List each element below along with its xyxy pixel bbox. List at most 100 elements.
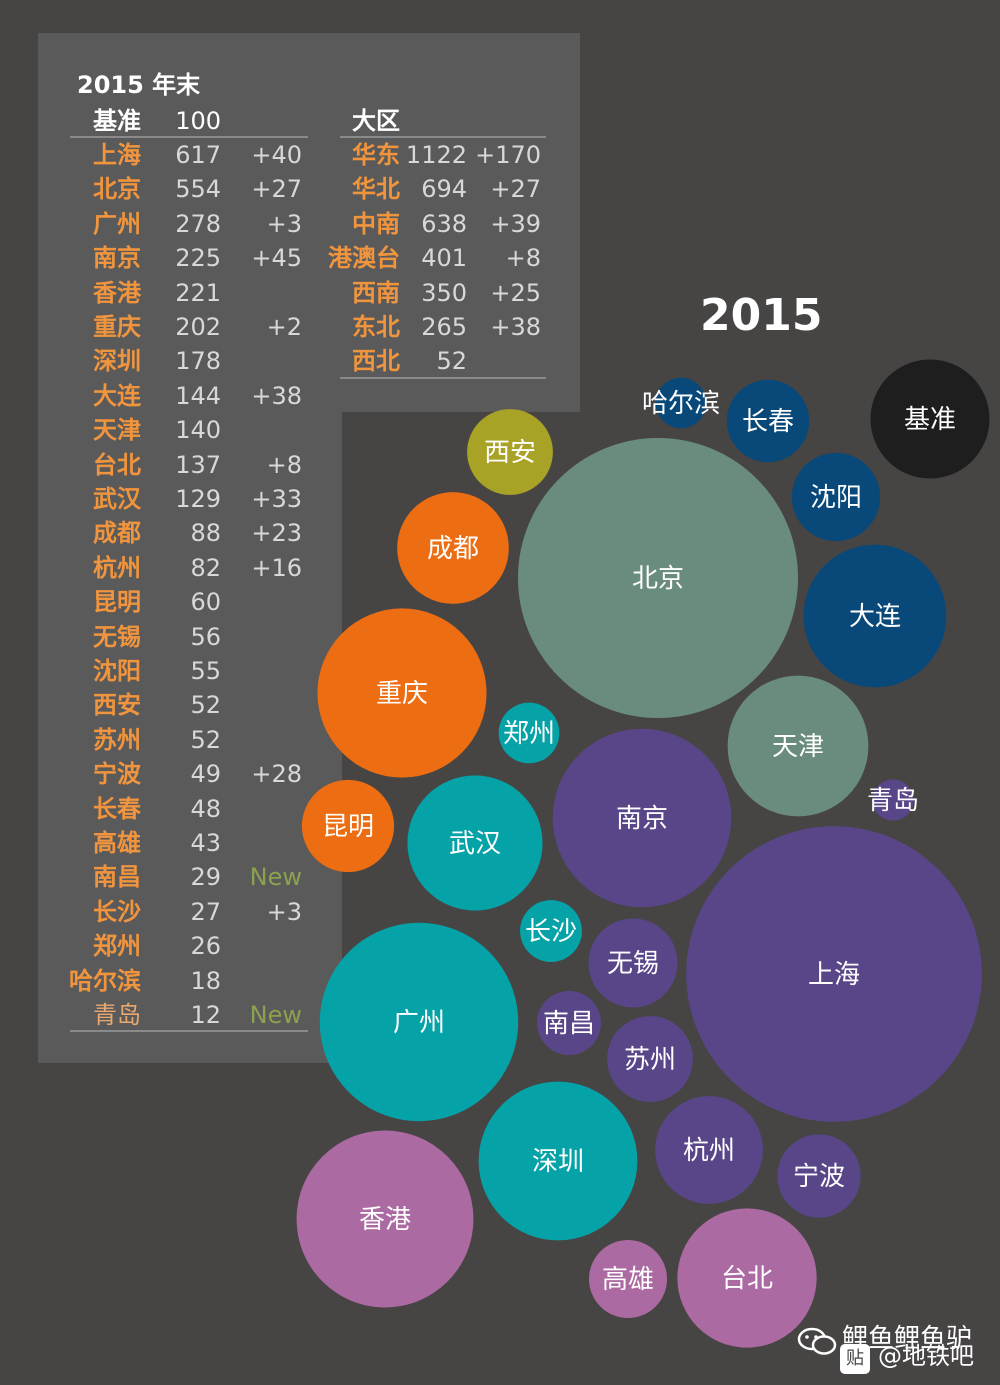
bubble-基准 (870, 359, 990, 479)
bubble-天津 (727, 675, 869, 817)
region-name: 港澳台 (328, 244, 400, 273)
city-delta: +33 (251, 485, 302, 513)
city-value: 56 (190, 622, 221, 651)
city-name: 哈尔滨 (69, 966, 141, 995)
city-value: 48 (190, 794, 221, 823)
city-name: 香港 (93, 278, 141, 307)
city-value: 225 (175, 244, 221, 273)
city-delta: +8 (266, 450, 302, 479)
header-rule-left (70, 136, 308, 138)
bubble-label: 大连 (849, 602, 901, 632)
region-name: 华东 (352, 141, 400, 169)
bubble-label: 西安 (484, 438, 536, 468)
city-value: 18 (190, 966, 221, 995)
city-delta: +38 (251, 381, 302, 410)
city-value: 29 (190, 863, 221, 892)
region-header: 大区 (352, 107, 400, 135)
bubble-大连 (803, 544, 947, 688)
bubble-广州 (319, 922, 519, 1122)
city-value: 554 (175, 175, 221, 204)
region-name: 中南 (352, 209, 400, 238)
city-name: 重庆 (93, 313, 141, 341)
bubble-label: 重庆 (376, 679, 428, 709)
city-new-badge: New (249, 1001, 302, 1029)
city-name: 天津 (93, 416, 141, 445)
bubble-杭州 (655, 1096, 763, 1204)
region-name: 东北 (352, 313, 400, 341)
city-delta: +27 (251, 175, 302, 204)
city-name: 长春 (93, 794, 141, 823)
city-name: 长沙 (93, 897, 141, 926)
region-delta: +38 (490, 313, 541, 341)
bubble-郑州 (498, 702, 560, 764)
city-value: 129 (175, 485, 221, 513)
bubble-台北 (677, 1208, 817, 1348)
region-value: 401 (421, 244, 467, 273)
city-value: 55 (190, 657, 221, 685)
bubble-label: 郑州 (503, 719, 555, 749)
bubble-宁波 (777, 1134, 861, 1218)
bubble-label: 南昌 (543, 1009, 595, 1039)
city-name: 高雄 (93, 829, 141, 857)
city-name: 昆明 (93, 588, 141, 617)
bubble-上海 (686, 826, 982, 1122)
bubble-南京 (552, 728, 732, 908)
city-value: 82 (190, 553, 221, 582)
bubble-label: 哈尔滨 (642, 389, 720, 419)
bubble-label: 长春 (742, 407, 794, 437)
bubble-哈尔滨 (655, 377, 707, 429)
bubble-label: 沈阳 (810, 483, 862, 513)
header-rule-right (340, 136, 546, 138)
city-delta: +3 (266, 209, 302, 238)
bubble-苏州 (607, 1016, 693, 1102)
bubble-昆明 (301, 779, 395, 873)
city-value: 88 (190, 519, 221, 548)
city-value: 144 (175, 381, 221, 410)
bubble-label: 成都 (427, 534, 479, 564)
city-name: 深圳 (93, 347, 141, 376)
city-delta: +28 (251, 760, 302, 789)
region-name: 西北 (352, 347, 400, 376)
bubble-西安 (467, 409, 553, 495)
city-value: 49 (190, 760, 221, 789)
city-name: 郑州 (93, 932, 141, 961)
bubble-重庆 (317, 608, 487, 778)
region-delta: +25 (490, 278, 541, 307)
base-label: 基准 (93, 107, 141, 135)
bubble-北京 (517, 437, 799, 719)
watermark-site: @地铁吧 (878, 1342, 974, 1370)
tieba-badge-icon: 贴 (840, 1344, 870, 1374)
bubble-label: 南京 (616, 804, 668, 834)
city-name: 苏州 (93, 725, 141, 754)
bubble-label: 北京 (632, 564, 684, 594)
bubble-label: 香港 (359, 1205, 411, 1235)
bubble-label: 杭州 (683, 1136, 735, 1166)
region-value: 265 (421, 313, 467, 341)
bubble-无锡 (588, 918, 678, 1008)
region-name: 西南 (352, 278, 400, 307)
chart-year-title: 2015 (700, 290, 823, 341)
city-name: 南京 (93, 244, 141, 273)
city-value: 617 (175, 141, 221, 169)
city-name: 无锡 (93, 622, 141, 651)
region-value: 694 (421, 175, 467, 204)
region-value: 1122 (405, 141, 467, 169)
bubble-label: 宁波 (793, 1162, 845, 1192)
bubble-label: 上海 (808, 960, 860, 990)
bubble-label: 天津 (772, 732, 824, 762)
city-name: 大连 (93, 381, 141, 410)
table-panel-bg (38, 33, 580, 1063)
bubble-南昌 (536, 990, 602, 1056)
city-delta: +40 (251, 141, 302, 169)
city-name: 杭州 (93, 553, 141, 582)
city-value: 60 (190, 588, 221, 617)
city-value: 52 (190, 691, 221, 720)
city-name: 成都 (93, 519, 141, 548)
footer-rule-left (70, 1030, 308, 1033)
bubble-高雄 (588, 1239, 668, 1319)
city-name: 北京 (93, 175, 141, 204)
city-value: 178 (175, 347, 221, 376)
region-value: 638 (421, 209, 467, 238)
city-value: 202 (175, 313, 221, 341)
